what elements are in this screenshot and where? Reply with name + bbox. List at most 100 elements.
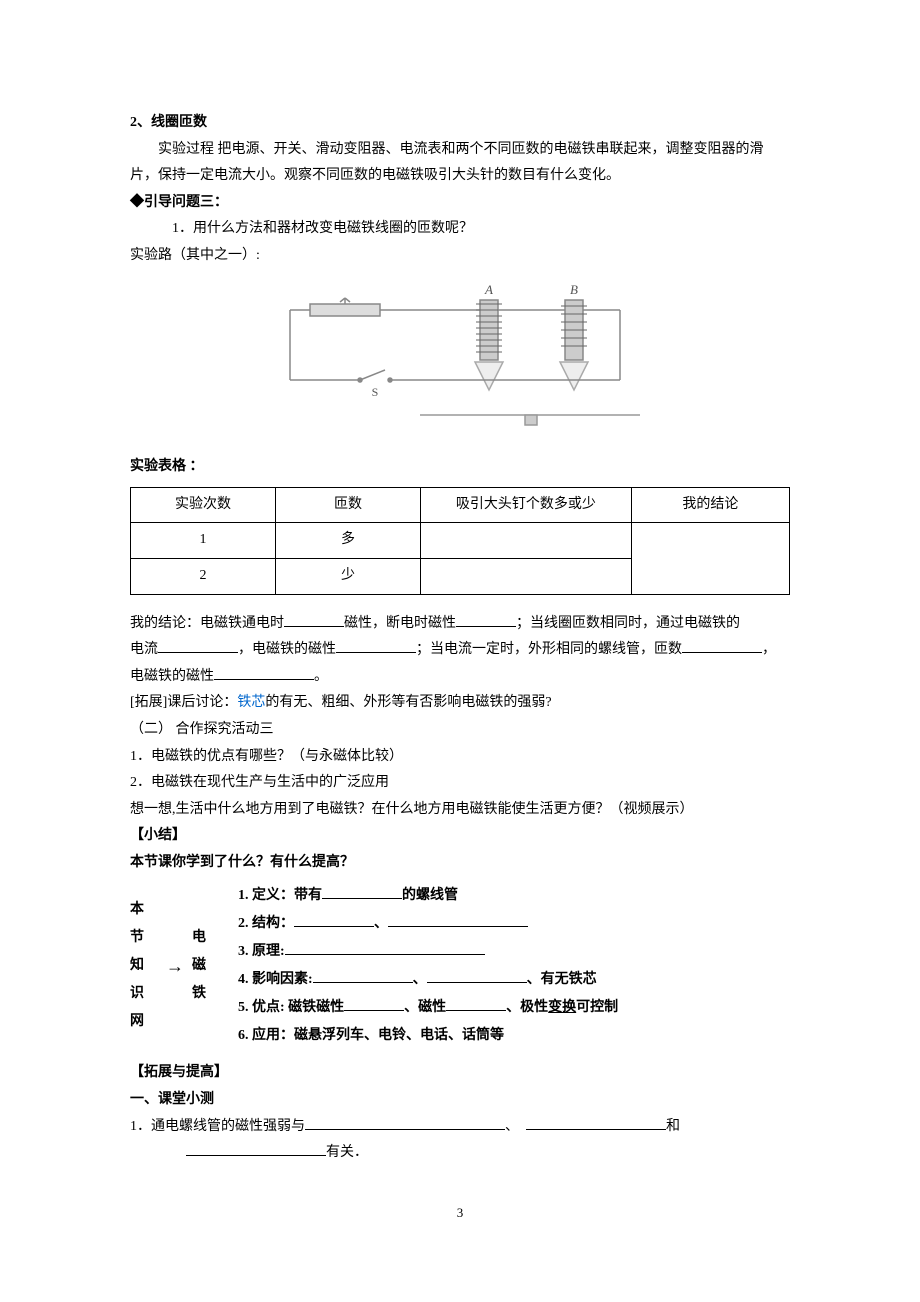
blank	[526, 1114, 666, 1129]
c1c: ；当线圈匝数相同时，通过电磁铁的	[516, 616, 740, 631]
sum-l2: 2. 结构： 、	[238, 910, 790, 938]
l5c: 、极性	[506, 1000, 548, 1015]
l1a: 1. 定义：带有	[238, 888, 322, 903]
summary-left-label: 本节知识网	[130, 882, 158, 1050]
circuit-svg: A B S	[270, 280, 650, 430]
blank	[682, 638, 762, 653]
blank	[322, 884, 402, 899]
circuit-diagram: A B S	[270, 280, 650, 430]
sum-l4: 4. 影响因素: 、 、有无铁芯	[238, 966, 790, 994]
quiz-q1-line2: 有关．	[186, 1140, 790, 1167]
cell-r2c3	[420, 558, 631, 594]
sum-l6: 6. 应用：磁悬浮列车、电铃、电话、话筒等	[238, 1022, 790, 1050]
experiment-table: 实验次数 匝数 吸引大头钉个数多或少 我的结论 1 多 2 少	[130, 487, 790, 595]
th-1: 实验次数	[131, 487, 276, 523]
sum-l5: 5. 优点: 磁铁磁性 、磁性 、极性变换可控制	[238, 994, 790, 1022]
blank	[158, 638, 238, 653]
conclusion-line2: 电流，电磁铁的磁性；当电流一定时，外形相同的螺线管，匝数，	[130, 637, 790, 664]
conclusion-block: 我的结论：电磁铁通电时 磁性，断电时磁性 ；当线圈匝数相同时，通过电磁铁的 电流 ，电…	[130, 611, 790, 717]
circuit-diagram-wrap: A B S	[130, 280, 790, 441]
ext-a: [拓展]课后讨论：	[130, 695, 237, 710]
blank	[446, 996, 506, 1011]
l5b: 、磁性	[404, 1000, 446, 1015]
th-3: 吸引大头钉个数多或少	[420, 487, 631, 523]
blank	[456, 611, 516, 626]
blank	[313, 968, 413, 983]
summary-q: 本节课你学到了什么？有什么提高？	[130, 850, 790, 877]
blank	[305, 1114, 505, 1129]
activity3-l3: 想一想,生活中什么地方用到了电磁铁？在什么地方用电磁铁能使生活更方便？（视频展示…	[130, 797, 790, 824]
section2-proc: 实验过程 把电源、开关、滑动变阻器、电流表和两个不同匝数的电磁铁串联起来，调整变…	[130, 137, 790, 190]
lead-question-3: ◆引导问题三：	[130, 190, 790, 217]
l2a: 2. 结构：	[238, 916, 294, 931]
th-2: 匝数	[275, 487, 420, 523]
c1b: 磁性，断电时磁性	[344, 616, 456, 631]
arrow-icon: →	[166, 948, 184, 984]
cell-r2c2: 少	[275, 558, 420, 594]
iron-core-link[interactable]: 铁芯	[237, 695, 265, 710]
page-number: 3	[130, 1201, 790, 1226]
q1c: 和	[666, 1119, 680, 1134]
switch-s-label: S	[372, 385, 379, 399]
l4c: 、有无铁芯	[527, 972, 597, 987]
l4b: 、	[413, 972, 427, 987]
l4a: 4. 影响因素:	[238, 972, 313, 987]
blank	[344, 996, 404, 1011]
cell-r1c2: 多	[275, 523, 420, 559]
summary-grid: 本节知识网 → 电磁铁 1. 定义：带有的螺线管 2. 结构：、 3. 原理: …	[130, 882, 790, 1050]
section-coil-turns: 2、线圈匝数 实验过程 把电源、开关、滑动变阻器、电流表和两个不同匝数的电磁铁串…	[130, 110, 790, 270]
summary-head: 【小结】	[130, 823, 790, 850]
quiz-q1: 1．通电螺线管的磁性强弱与 、 和	[130, 1114, 790, 1141]
conclusion-line1: 我的结论：电磁铁通电时 磁性，断电时磁性 ；当线圈匝数相同时，通过电磁铁的	[130, 611, 790, 638]
q1a: 1．通电螺线管的磁性强弱与	[130, 1119, 305, 1134]
cell-r2c1: 2	[131, 558, 276, 594]
cell-r1c3	[420, 523, 631, 559]
c3b: 。	[314, 669, 328, 684]
activity3-l1: 1．电磁铁的优点有哪些？（与永磁体比较）	[130, 744, 790, 771]
activity3-block: （二） 合作探究活动三 1．电磁铁的优点有哪些？（与永磁体比较） 2．电磁铁在现…	[130, 717, 790, 823]
th-4: 我的结论	[631, 487, 789, 523]
summary-mid-label: 电磁铁	[192, 882, 220, 1050]
blank	[285, 940, 485, 955]
activity3-head: （二） 合作探究活动三	[130, 717, 790, 744]
blank	[336, 638, 416, 653]
summary-lines: 1. 定义：带有的螺线管 2. 结构：、 3. 原理: 4. 影响因素:、、有无…	[220, 882, 790, 1050]
coil-a-label: A	[484, 282, 493, 297]
sum-l3: 3. 原理:	[238, 938, 790, 966]
extend-head: 【拓展与提高】	[130, 1060, 790, 1087]
c3a: 电磁铁的磁性	[130, 669, 214, 684]
l5e: 可控制	[576, 1000, 618, 1015]
coil-b-label: B	[570, 282, 578, 297]
extend-line: [拓展]课后讨论：铁芯的有无、粗细、外形等有否影响电磁铁的强弱?	[130, 690, 790, 717]
blank	[388, 912, 528, 927]
sum-l1: 1. 定义：带有 的螺线管	[238, 882, 790, 910]
cell-r1c1: 1	[131, 523, 276, 559]
circuit-label: 实验路（其中之一）:	[130, 243, 790, 270]
l1b: 的螺线管	[402, 888, 458, 903]
blank	[284, 611, 344, 626]
q1b: 、	[505, 1119, 519, 1134]
lead-q1: 1．用什么方法和器材改变电磁铁线圈的匝数呢？	[172, 216, 790, 243]
table-title: 实验表格 ：	[130, 454, 790, 481]
l5a: 5. 优点: 磁铁磁性	[238, 1000, 344, 1015]
l3a: 3. 原理:	[238, 944, 285, 959]
c1a: 我的结论：电磁铁通电时	[130, 616, 284, 631]
blank	[294, 912, 374, 927]
l2b: 、	[374, 916, 388, 931]
blank	[427, 968, 527, 983]
c2c: ；当电流一定时，外形相同的螺线管，匝数	[416, 642, 682, 657]
table-row: 1 多	[131, 523, 790, 559]
cell-conclusion	[631, 523, 789, 594]
activity3-l2: 2．电磁铁在现代生产与生活中的广泛应用	[130, 770, 790, 797]
c2b: ，电磁铁的磁性	[238, 642, 336, 657]
table-header-row: 实验次数 匝数 吸引大头钉个数多或少 我的结论	[131, 487, 790, 523]
c2a: 电流	[130, 642, 158, 657]
quiz-sub: 一、课堂小测	[130, 1087, 790, 1114]
l5d: 变换	[548, 1000, 576, 1015]
conclusion-line3: 电磁铁的磁性 。	[130, 664, 790, 691]
ext-b: 的有无、粗细、外形等有否影响电磁铁的强弱?	[265, 695, 551, 710]
blank	[186, 1141, 326, 1156]
blank	[214, 664, 314, 679]
q1d: 有关．	[326, 1145, 368, 1160]
summary-arrow: →	[158, 882, 192, 1050]
